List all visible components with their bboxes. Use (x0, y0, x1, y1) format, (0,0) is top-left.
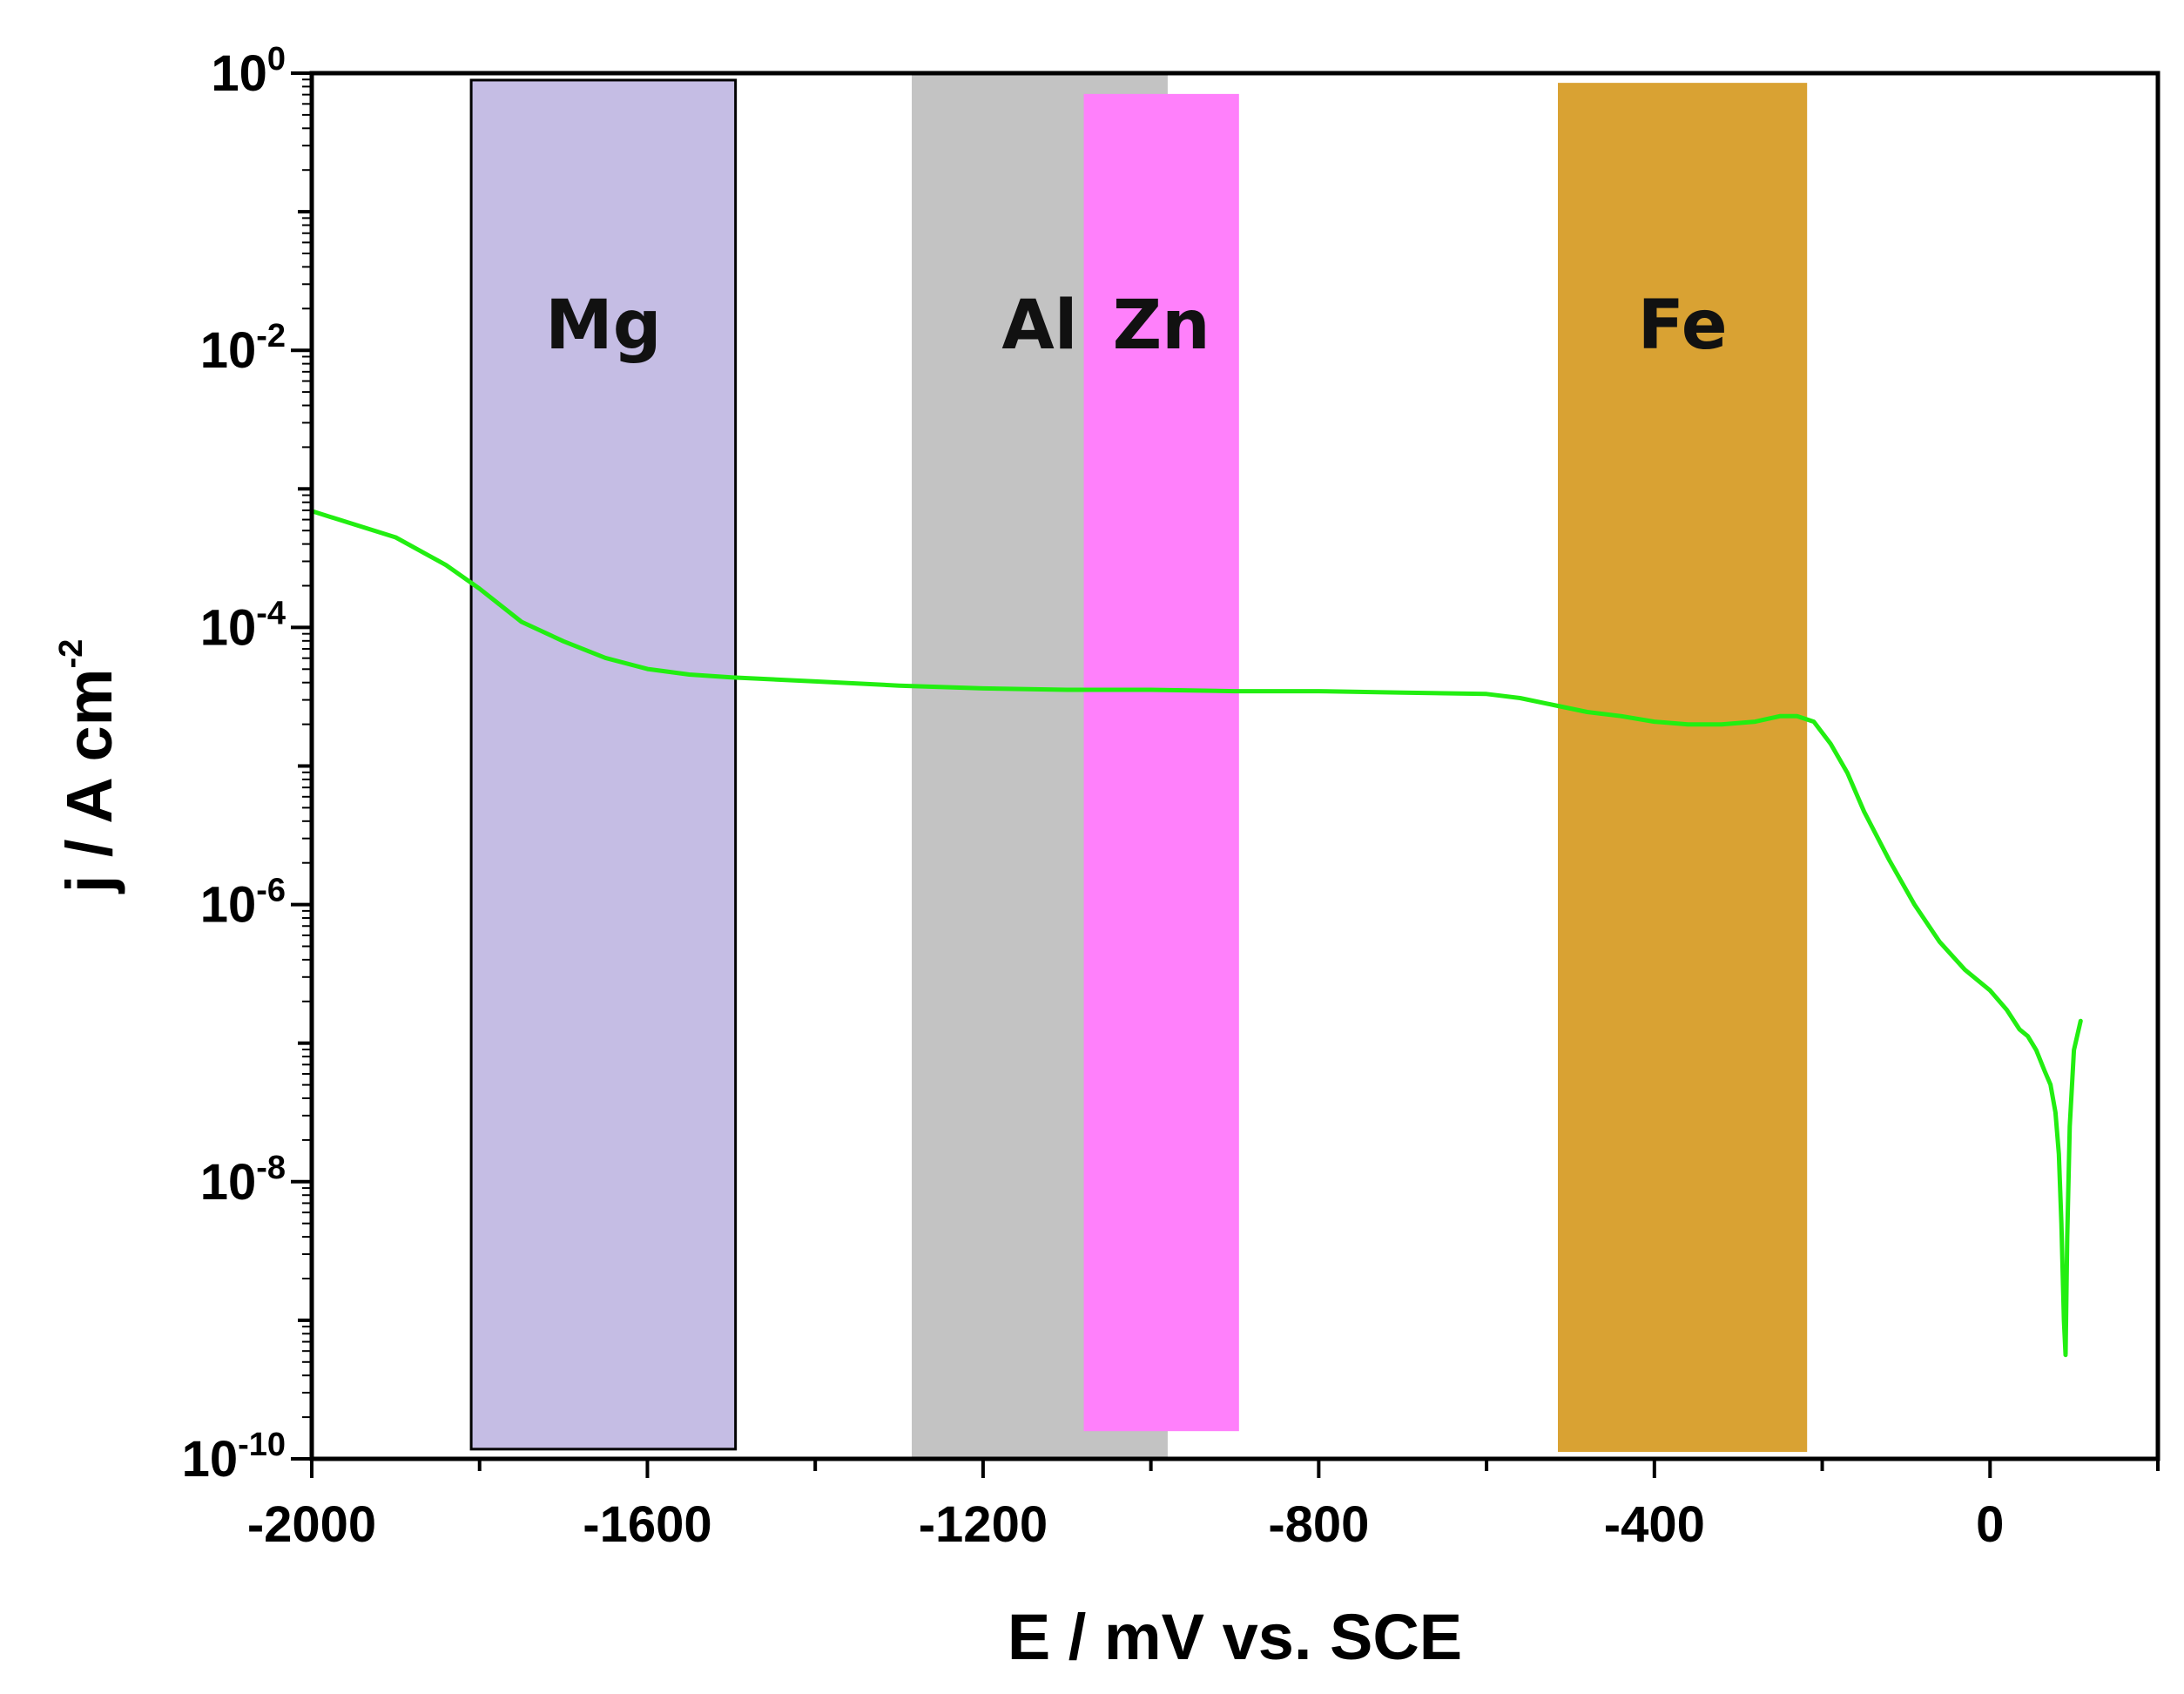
region-label-fe: Fe (1638, 287, 1728, 365)
x-tick-labels: -2000 -1600 -1200 -800 -400 0 (247, 1496, 2005, 1553)
region-label-zn: Zn (1113, 287, 1210, 365)
y-tick-labels: 100 10-2 10-4 10-6 10-8 10-10 (182, 41, 286, 1488)
x-tick-label: 0 (1976, 1496, 2004, 1553)
region-label-al: Al (1001, 287, 1077, 365)
axis-ticks (291, 71, 2160, 1478)
region-label-mg: Mg (545, 287, 661, 365)
region-fe (1558, 83, 1808, 1453)
x-tick-label: -800 (1268, 1496, 1369, 1553)
x-tick-label: -1200 (919, 1496, 1048, 1553)
y-tick-label: 10-4 (200, 595, 286, 656)
x-axis-title: E / mV vs. SCE (1008, 1601, 1462, 1673)
region-mg (469, 78, 738, 1451)
y-tick-label: 100 (211, 41, 286, 102)
x-tick-label: -2000 (247, 1496, 376, 1553)
x-tick-label: -1600 (583, 1496, 711, 1553)
x-tick-label: -400 (1604, 1496, 1705, 1553)
y-tick-label: 10-6 (200, 873, 286, 934)
series-line (309, 509, 2083, 1358)
metal-regions: Mg Al Zn Fe (469, 73, 1808, 1459)
y-axis-title: j / A cm-2 (53, 639, 125, 895)
region-zn (1083, 93, 1239, 1432)
y-tick-label: 10-10 (182, 1427, 286, 1488)
y-tick-label: 10-8 (200, 1150, 286, 1211)
y-axis-title-base: j / A cm (53, 669, 125, 895)
data-series (309, 509, 2083, 1358)
y-axis-title-sup: -2 (53, 639, 90, 669)
y-tick-label: 10-2 (200, 318, 286, 379)
